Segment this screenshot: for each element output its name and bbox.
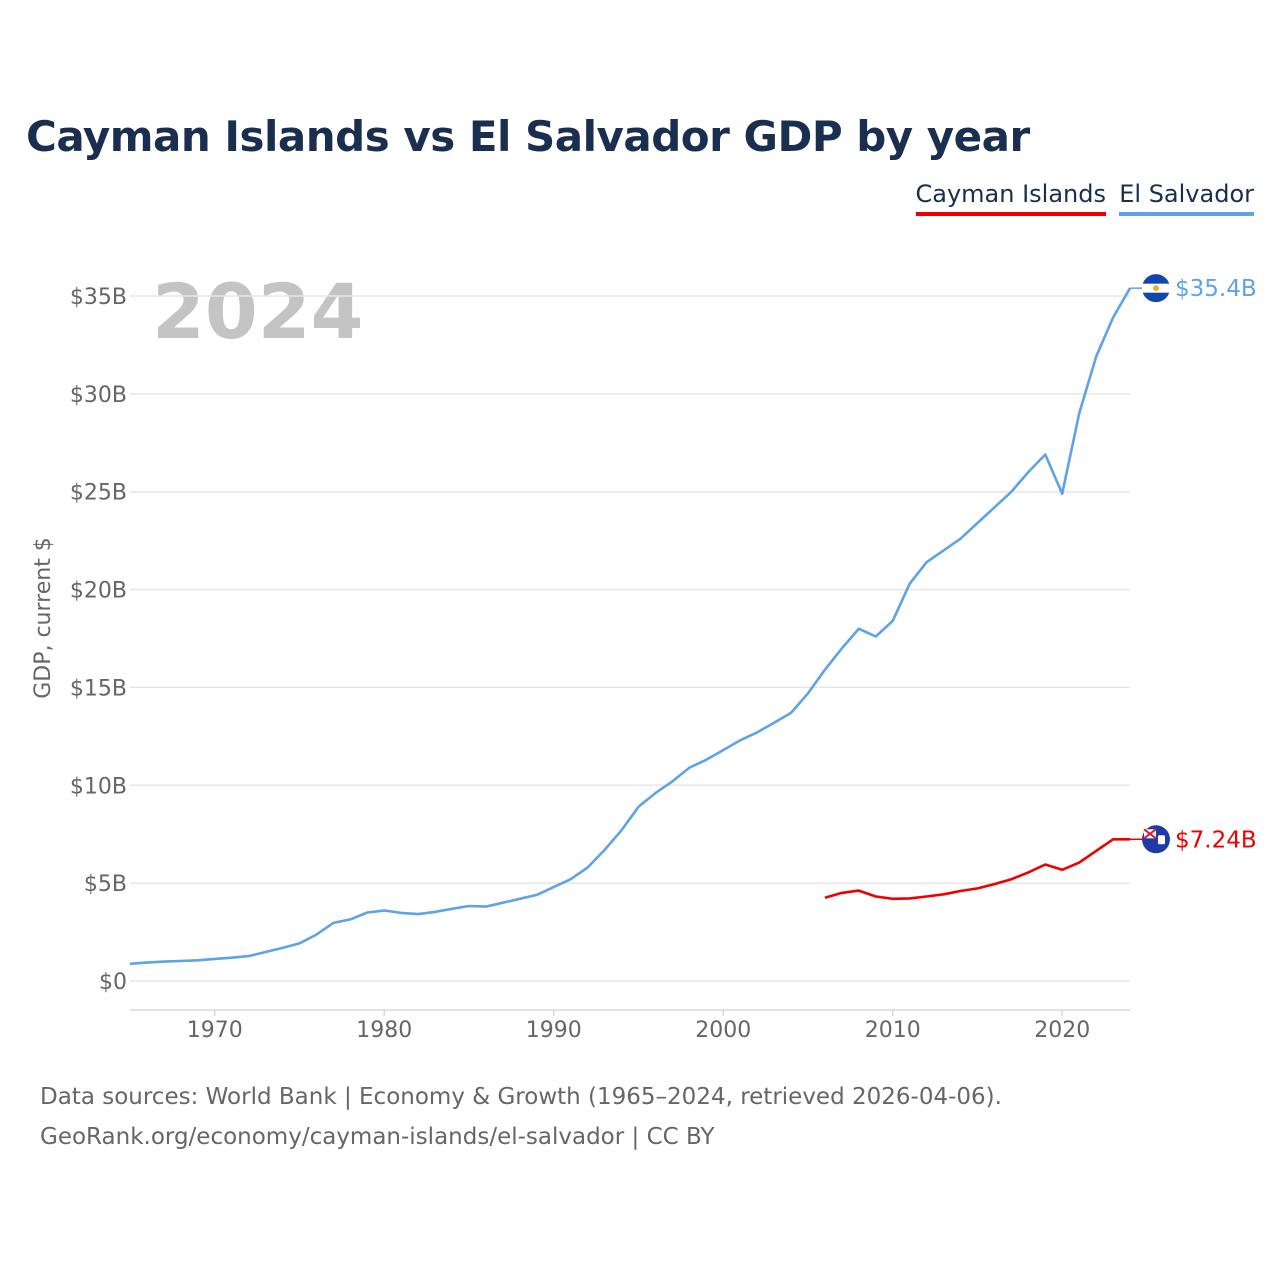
series-line-cayman-islands[interactable] bbox=[824, 837, 1130, 901]
y-tick-label: $15B bbox=[70, 676, 127, 701]
y-axis-label: GDP, current $ bbox=[31, 537, 56, 699]
x-tick-label: 2010 bbox=[865, 1018, 921, 1043]
series-lines bbox=[129, 287, 1132, 966]
footer-sources: Data sources: World Bank | Economy & Gro… bbox=[40, 1084, 1002, 1110]
x-tick-label: 2000 bbox=[695, 1018, 751, 1043]
series-end-markers: $7.24B $35.4B bbox=[1130, 274, 1257, 854]
x-tick-label: 1980 bbox=[356, 1018, 412, 1043]
y-tick-label: $30B bbox=[70, 383, 127, 408]
y-tick-label: $5B bbox=[84, 872, 127, 897]
year-watermark: 2024 bbox=[152, 267, 364, 356]
x-axis-ticks: 1970 1980 1990 2000 2010 2020 bbox=[187, 1010, 1090, 1043]
footer-url[interactable]: GeoRank.org/economy/cayman-islands/el-sa… bbox=[40, 1124, 715, 1150]
cayman-islands-flag-icon bbox=[1142, 825, 1170, 854]
series-line-el-salvador[interactable] bbox=[129, 287, 1132, 966]
legend-cayman-islands[interactable]: Cayman Islands bbox=[915, 180, 1106, 216]
y-tick-label: $20B bbox=[70, 579, 127, 604]
y-tick-label: $25B bbox=[70, 481, 127, 506]
chart-title: Cayman Islands vs El Salvador GDP by yea… bbox=[26, 112, 1030, 161]
y-tick-label: $10B bbox=[70, 774, 127, 799]
x-tick-label: 1970 bbox=[187, 1018, 243, 1043]
y-tick-label: $35B bbox=[70, 285, 127, 310]
legend-el-salvador[interactable]: El Salvador bbox=[1119, 180, 1254, 216]
end-value-label: $35.4B bbox=[1175, 276, 1257, 302]
el-salvador-flag-icon bbox=[1142, 274, 1170, 303]
gdp-line-chart: 2024 $0$5B$10B$15B$20B$25B$30B$35B 1970 1… bbox=[31, 267, 1257, 1043]
y-tick-label: $0 bbox=[99, 970, 127, 995]
gridlines bbox=[130, 295, 1130, 1011]
x-tick-label: 2020 bbox=[1034, 1018, 1090, 1043]
y-axis-ticks: $0 $5B $10B $15B $20B $25B $30B $35B bbox=[70, 285, 127, 995]
x-tick-label: 1990 bbox=[526, 1018, 582, 1043]
end-value-label: $7.24B bbox=[1175, 827, 1257, 853]
